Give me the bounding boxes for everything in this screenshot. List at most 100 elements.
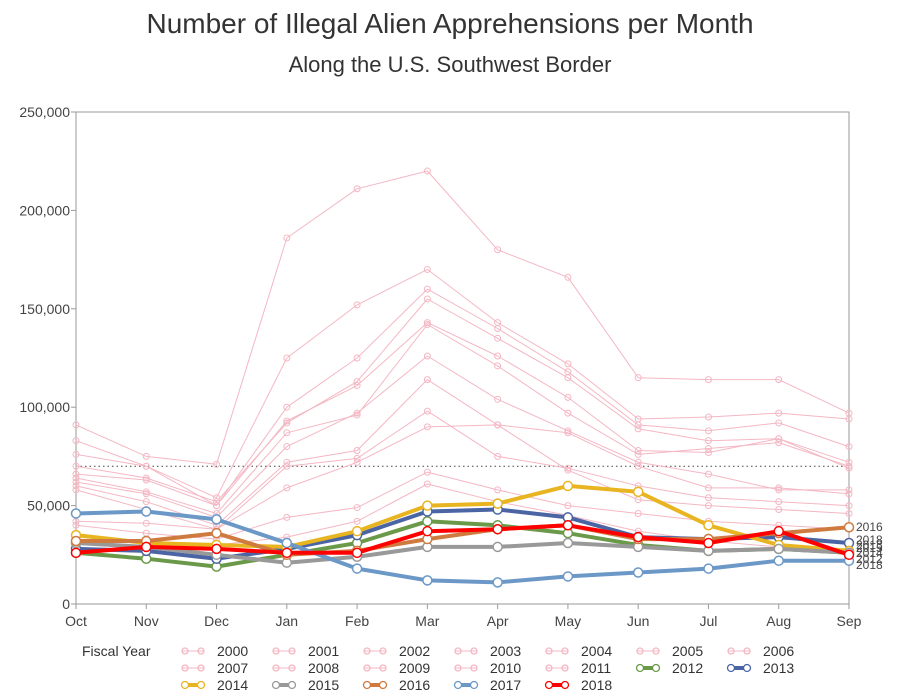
data-point [773,543,784,555]
legend-marker [453,680,463,690]
end-label-2015: 2015 [856,541,883,555]
x-tick-label: Aug [766,613,791,629]
data-point [564,393,572,401]
data-point [423,352,431,360]
data-point [213,502,221,510]
legend-marker [470,647,478,655]
data-point [351,563,363,574]
legend-label: 2017 [490,677,521,693]
data-point [283,458,291,466]
series-line-2003 [75,298,850,503]
data-point [353,301,361,309]
data-point [283,462,291,470]
data-point [70,535,82,547]
data-point [564,427,572,435]
data-point [775,409,783,417]
data-point [564,409,572,417]
x-tick-label: Sep [837,613,862,629]
legend-marker [726,663,736,673]
plot-frame [75,111,850,605]
data-point [211,527,222,539]
data-point [634,446,642,454]
data-point [283,484,291,492]
end-label-2016: 2016 [856,520,883,534]
legend-label: 2002 [399,643,430,659]
data-point [564,360,572,368]
series-2004 [72,319,853,510]
series-line-2008 [75,410,850,530]
legend-label: 2000 [217,643,248,659]
data-point [492,498,503,509]
legend-item: 2003 [454,643,521,659]
legend-marker [561,647,569,655]
legend-marker [181,664,189,672]
data-point [142,488,150,496]
data-point [562,571,574,582]
legend-marker [181,647,189,655]
data-point [562,537,574,549]
legend-label: 2004 [581,643,612,659]
data-point [211,543,222,555]
y-tick-label: 150,000 [19,301,70,317]
data-point [634,425,642,433]
y-tick-label: 200,000 [19,202,70,218]
series-line-2001 [75,268,850,499]
data-point [142,462,150,470]
legend-marker [180,680,190,690]
data-point [422,516,433,527]
legend-marker [379,664,387,672]
data-point [283,429,291,437]
data-point [72,421,80,429]
legend-marker [288,647,296,655]
legend-item: 2004 [545,643,612,659]
end-label-2018: 2018 [856,558,883,572]
y-tick-label: 250,000 [19,104,70,120]
data-point [704,445,712,453]
data-point [423,376,431,384]
data-point [283,234,291,242]
legend-item: 2001 [272,643,339,659]
legend-item: 2007 [181,660,248,676]
legend-marker [196,680,206,690]
data-point [423,468,431,476]
data-point [423,423,431,431]
legend-marker [378,680,388,690]
legend-marker [272,647,280,655]
data-point [632,486,644,498]
x-tick-label: Jan [276,613,299,629]
data-point [773,555,784,566]
legend-marker [272,664,280,672]
data-point [423,480,431,488]
data-point [634,458,642,466]
legend-label: 2006 [763,643,794,659]
data-point [564,374,572,382]
legend-marker [727,647,735,655]
data-point [845,490,853,498]
data-point [72,486,80,494]
legend-label: 2001 [308,643,339,659]
series-line-2009 [75,424,850,530]
series-line-2017 [74,509,851,585]
x-tick-label: Jul [700,613,718,629]
y-tick-label: 100,000 [19,399,70,415]
data-point [494,421,502,429]
series-line-2010 [75,471,850,540]
data-point [845,462,853,470]
data-point [281,537,293,549]
data-point [142,476,150,484]
legend-marker [363,664,371,672]
data-point [775,498,783,506]
legend-marker [560,680,570,690]
data-point [423,167,431,175]
data-point [704,427,712,435]
data-point [775,435,783,443]
data-point [775,486,783,494]
data-point [72,482,80,490]
data-point [564,466,572,474]
data-point [492,523,503,535]
data-point [564,273,572,281]
legend-marker [271,680,281,690]
data-point [494,246,502,254]
series-line-2014 [74,483,851,553]
legend-marker [742,663,752,673]
